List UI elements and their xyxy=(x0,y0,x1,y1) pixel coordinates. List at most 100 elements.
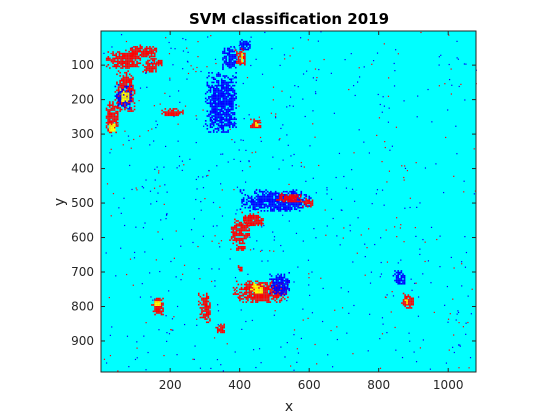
heatmap-cell xyxy=(388,107,390,109)
heatmap-cell xyxy=(220,81,223,84)
heatmap-cell xyxy=(276,206,279,209)
heatmap-cell xyxy=(204,300,206,303)
heatmap-cell xyxy=(465,251,468,254)
heatmap-cell xyxy=(117,65,119,68)
heatmap-cell xyxy=(110,104,113,107)
heatmap-cell xyxy=(379,338,381,340)
heatmap-cell xyxy=(202,294,205,296)
heatmap-cell xyxy=(409,295,411,298)
heatmap-cell xyxy=(224,120,226,122)
heatmap-cell xyxy=(395,281,398,283)
heatmap-cell xyxy=(235,232,238,235)
heatmap-cell xyxy=(157,304,160,306)
heatmap-cell xyxy=(112,54,114,57)
heatmap-cell xyxy=(201,316,203,319)
heatmap-cell xyxy=(202,315,205,317)
heatmap-cell xyxy=(222,84,225,87)
heatmap-cell xyxy=(211,112,213,114)
heatmap-cell xyxy=(128,89,131,92)
heatmap-cell xyxy=(230,104,233,106)
heatmap-cell xyxy=(122,81,125,84)
heatmap-cell xyxy=(247,42,250,44)
heatmap-cell xyxy=(139,54,142,56)
heatmap-cell xyxy=(217,99,220,101)
heatmap-cell xyxy=(300,202,303,204)
heatmap-cell xyxy=(110,122,113,124)
heatmap-cell xyxy=(243,234,246,237)
heatmap-cell xyxy=(241,43,243,46)
heatmap-cell xyxy=(278,292,281,295)
heatmap-cell xyxy=(350,53,352,55)
heatmap-cell xyxy=(461,261,463,263)
heatmap-cell xyxy=(110,130,113,132)
heatmap-cell xyxy=(242,247,245,250)
class-region xyxy=(276,192,302,203)
heatmap-cell xyxy=(242,224,244,227)
heatmap-cell xyxy=(235,231,238,233)
heatmap-cell xyxy=(237,223,239,225)
heatmap-cell xyxy=(237,220,239,222)
heatmap-cell xyxy=(117,91,120,93)
heatmap-cell xyxy=(280,195,283,198)
heatmap-cell xyxy=(400,278,403,280)
heatmap-cell xyxy=(438,56,440,58)
heatmap-cell xyxy=(209,116,212,119)
heatmap-cell xyxy=(113,60,116,63)
heatmap-cell xyxy=(241,200,243,203)
heatmap-cell xyxy=(228,89,231,92)
heatmap-cell xyxy=(424,241,426,243)
heatmap-cell xyxy=(430,226,433,228)
heatmap-cell xyxy=(318,68,320,71)
heatmap-cell xyxy=(398,281,401,283)
heatmap-cell xyxy=(233,84,236,87)
heatmap-cell xyxy=(265,203,267,206)
heatmap-cell xyxy=(139,135,141,137)
heatmap-cell xyxy=(212,100,215,103)
heatmap-cell xyxy=(233,54,235,56)
heatmap-cell xyxy=(288,272,291,274)
heatmap-cell xyxy=(288,289,291,292)
heatmap-cell xyxy=(232,104,234,106)
heatmap-cell xyxy=(284,194,287,196)
heatmap-cell xyxy=(211,86,213,89)
heatmap-cell xyxy=(269,288,272,291)
heatmap-cell xyxy=(282,195,285,198)
heatmap-cell xyxy=(232,99,234,101)
heatmap-cell xyxy=(254,288,257,291)
heatmap-cell xyxy=(220,115,223,117)
heatmap-cell xyxy=(155,67,157,70)
heatmap-cell xyxy=(255,219,258,222)
heatmap-cell xyxy=(402,292,405,295)
heatmap-cell xyxy=(181,160,184,162)
heatmap-cell xyxy=(261,298,264,300)
heatmap-cell xyxy=(249,213,252,215)
heatmap-cell xyxy=(217,129,220,132)
heatmap-cell xyxy=(400,271,403,274)
heatmap-cell xyxy=(154,179,156,181)
heatmap-cell xyxy=(278,205,280,207)
heatmap-cell xyxy=(282,278,284,281)
heatmap-cell xyxy=(255,195,258,198)
heatmap-cell xyxy=(274,197,277,199)
heatmap-cell xyxy=(112,125,114,127)
heatmap-cell xyxy=(248,160,250,162)
heatmap-cell xyxy=(381,189,384,191)
heatmap-cell xyxy=(197,176,200,178)
heatmap-cell xyxy=(290,197,293,200)
heatmap-cell xyxy=(395,49,397,51)
heatmap-cell xyxy=(178,165,180,167)
heatmap-cell xyxy=(230,89,233,92)
heatmap-cell xyxy=(227,123,229,125)
heatmap-cell xyxy=(232,91,234,93)
heatmap-cell xyxy=(235,126,237,129)
heatmap-cell xyxy=(186,78,188,80)
heatmap-cell xyxy=(155,127,157,129)
heatmap-cell xyxy=(113,114,116,116)
heatmap-cell xyxy=(305,194,307,196)
heatmap-cell xyxy=(210,367,212,370)
heatmap-cell xyxy=(239,246,241,248)
heatmap-cell xyxy=(230,66,232,69)
heatmap-cell xyxy=(398,279,401,282)
heatmap-cell xyxy=(241,54,243,57)
heatmap-cell xyxy=(290,192,293,195)
